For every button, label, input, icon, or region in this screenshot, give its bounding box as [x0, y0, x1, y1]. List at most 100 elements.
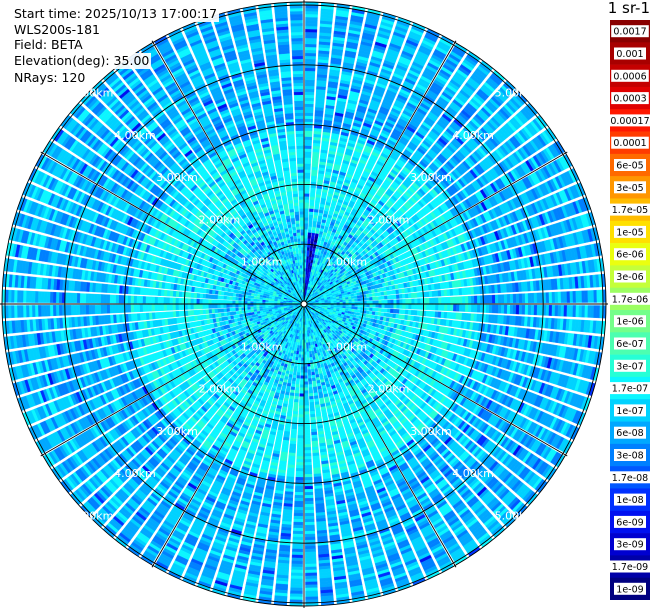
ppi-range-gate	[456, 304, 460, 312]
ppi-range-gate	[515, 304, 520, 315]
ppi-range-gate	[396, 294, 400, 299]
ppi-range-gate	[381, 295, 385, 300]
ppi-range-gate	[304, 148, 312, 152]
ppi-range-gate	[545, 305, 550, 316]
ppi-range-gate	[435, 304, 439, 311]
ppi-range-gate	[357, 301, 362, 304]
ppi-range-gate	[530, 292, 535, 304]
ppi-range-gate	[309, 205, 315, 210]
ppi-range-gate	[402, 299, 406, 304]
ppi-range-gate	[390, 308, 394, 314]
ppi-range-gate	[551, 305, 556, 317]
ppi-range-gate	[407, 309, 412, 315]
ppi-range-gate	[304, 94, 315, 99]
ppi-range-gate	[387, 295, 391, 300]
ppi-range-gate	[304, 175, 311, 179]
ppi-range-gate	[341, 310, 346, 313]
ppi-range-gate	[569, 291, 574, 303]
ppi-range-gate	[348, 299, 352, 302]
ppi-range-gate	[305, 31, 318, 36]
ppi-range-gate	[369, 304, 373, 308]
ppi-range-gate	[304, 115, 314, 120]
ppi-range-gate	[351, 309, 355, 312]
ppi-range-gate	[333, 300, 338, 303]
ppi-range-gate	[408, 304, 412, 310]
ppi-range-gate	[587, 290, 592, 303]
ppi-range-gate	[468, 304, 472, 313]
ppi-range-gate	[354, 301, 359, 304]
ppi-range-gate	[339, 307, 343, 311]
ppi-range-gate	[304, 232, 308, 236]
ppi-range-gate	[348, 304, 353, 307]
ppi-range-gate	[338, 295, 343, 299]
ppi-range-gate	[309, 199, 315, 204]
ppi-range-gate	[307, 235, 312, 239]
ppi-range-gate	[417, 298, 421, 304]
ppi-range-gate	[512, 293, 517, 304]
ppi-range-gate	[304, 205, 309, 209]
ppi-range-gate	[305, 25, 318, 30]
ppi-range-gate	[393, 308, 397, 314]
ppi-range-gate	[305, 49, 317, 54]
ppi-range-gate	[345, 304, 350, 307]
ppi-range-gate	[404, 309, 409, 315]
ppi-range-gate	[372, 296, 376, 301]
ppi-range-gate	[402, 304, 406, 309]
ppi-range-gate	[308, 226, 312, 230]
ppi-range-gate	[390, 294, 394, 300]
ppi-range-gate	[426, 297, 430, 304]
ppi-range-gate	[305, 10, 319, 15]
ppi-range-gate	[345, 299, 349, 302]
ppi-range-gate	[381, 308, 385, 313]
ppi-range-gate	[336, 298, 340, 301]
ppi-range-gate	[372, 307, 376, 312]
ppi-range-gate	[401, 309, 406, 315]
ppi-range-gate	[341, 295, 346, 298]
ppi-range-gate	[354, 306, 358, 310]
ppi-range-gate	[500, 304, 505, 314]
ppi-range-gate	[390, 304, 394, 309]
ppi-range-gate	[438, 304, 442, 311]
ppi-range-gate	[545, 292, 550, 303]
ppi-range-gate	[554, 291, 559, 303]
ppi-range-gate	[572, 305, 577, 318]
ppi-range-gate	[306, 247, 310, 251]
ppi-range-gate	[471, 304, 475, 313]
ppi-range-gate	[429, 304, 433, 311]
ppi-range-gate	[304, 211, 309, 215]
ppi-range-gate	[308, 262, 311, 266]
ppi-range-gate	[304, 139, 312, 143]
ppi-range-gate	[536, 292, 541, 303]
ppi-range-gate	[393, 299, 397, 304]
ppi-range-gate	[342, 303, 347, 307]
ppi-range-gate	[560, 305, 565, 317]
ppi-range-gate	[414, 298, 418, 304]
ppi-range-gate	[304, 229, 308, 233]
ppi-range-gate	[304, 79, 315, 84]
ppi-range-gate	[527, 304, 532, 315]
ppi-range-gate	[305, 13, 318, 18]
ppi-range-gate	[307, 268, 310, 272]
ppi-range-gate	[351, 296, 355, 299]
ppi-range-gate	[308, 223, 313, 227]
ppi-range-gate	[569, 305, 574, 317]
ppi-range-gate	[497, 294, 502, 304]
ppi-range-gate	[305, 52, 317, 57]
ppi-range-gate	[304, 187, 310, 191]
ppi-range-gate	[304, 208, 309, 212]
ppi-range-gate	[307, 229, 312, 233]
ppi-range-gate	[441, 304, 445, 311]
ppi-range-gate	[339, 297, 343, 301]
ppi-range-gate	[390, 299, 394, 304]
ppi-range-gate	[345, 296, 349, 300]
ppi-range-gate	[404, 293, 409, 299]
ppi-range-gate	[304, 154, 312, 158]
ppi-range-gate	[305, 19, 318, 24]
ppi-range-gate	[333, 305, 338, 308]
ppi-range-gate	[500, 294, 505, 304]
ppi-range-gate	[309, 247, 313, 252]
ppi-range-gate	[304, 142, 312, 146]
ppi-range-gate	[509, 304, 514, 315]
ppi-range-gate	[387, 308, 391, 313]
ppi-range-gate	[305, 67, 316, 72]
